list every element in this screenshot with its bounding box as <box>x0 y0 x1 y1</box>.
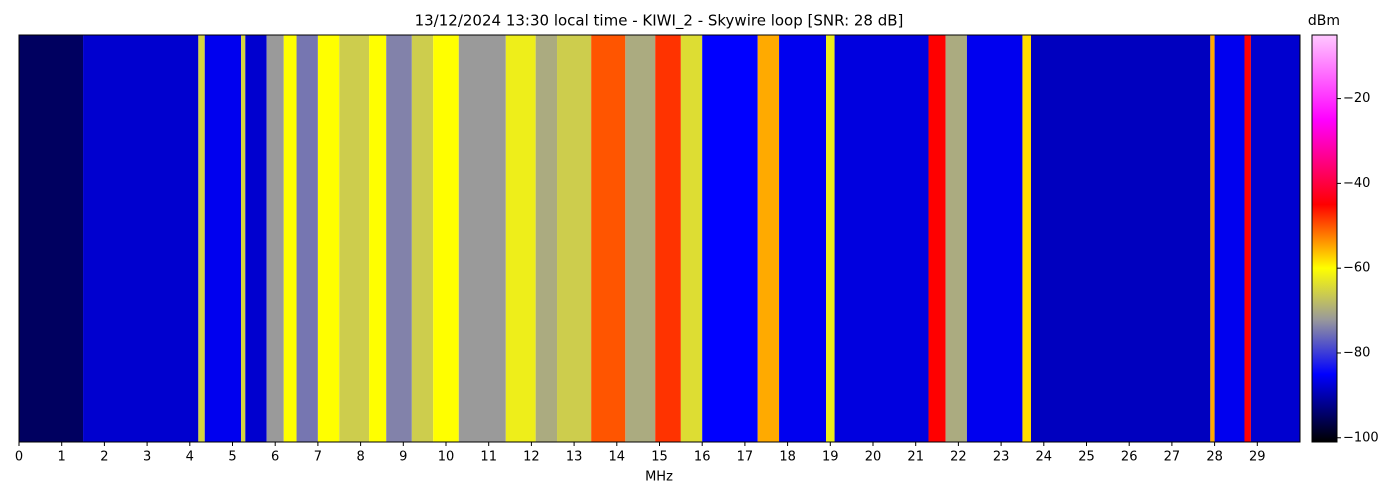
x-tick-label: 26 <box>1121 450 1138 465</box>
spectrum-band <box>1244 35 1251 442</box>
spectrum-band <box>283 35 297 442</box>
x-tick-label: 8 <box>356 450 364 465</box>
x-tick-label: 9 <box>399 450 407 465</box>
spectrum-band <box>779 35 827 442</box>
x-tick-label: 20 <box>865 450 882 465</box>
colorbar-tick-label: −40 <box>1343 176 1370 191</box>
x-tick-label: 0 <box>15 450 23 465</box>
spectrum-band <box>386 35 412 442</box>
x-tick-label: 5 <box>228 450 236 465</box>
spectrum-band <box>204 35 242 442</box>
colorbar <box>1311 34 1338 443</box>
x-tick-label: 3 <box>143 450 151 465</box>
spectrum-band <box>1022 35 1031 442</box>
x-tick-label: 16 <box>694 450 711 465</box>
spectrum-band <box>369 35 387 442</box>
spectrum-band <box>433 35 459 442</box>
x-tick-label: 1 <box>58 450 66 465</box>
x-tick-label: 18 <box>779 450 796 465</box>
spectrum-band <box>680 35 703 442</box>
x-tick-label: 4 <box>186 450 194 465</box>
spectrum-band <box>1214 35 1245 442</box>
spectrum-band <box>458 35 506 442</box>
spectrum-band <box>625 35 656 442</box>
x-tick-label: 14 <box>609 450 626 465</box>
x-tick-label: 24 <box>1036 450 1053 465</box>
spectrum-band <box>557 35 592 442</box>
spectrum-band <box>317 35 340 442</box>
spectrum-band <box>591 35 626 442</box>
x-tick-label: 13 <box>566 450 583 465</box>
spectrum-band <box>411 35 434 442</box>
x-tick-label: 10 <box>438 450 455 465</box>
spectrum-band <box>241 35 246 442</box>
spectrum-band <box>339 35 370 442</box>
spectrum-band <box>655 35 681 442</box>
spectrum-band <box>826 35 835 442</box>
x-tick-label: 11 <box>480 450 497 465</box>
spectrum-band <box>83 35 199 442</box>
x-tick-label: 29 <box>1249 450 1266 465</box>
spectrum-band <box>966 35 1023 442</box>
spectrum-band <box>535 35 558 442</box>
chart-title: 13/12/2024 13:30 local time - KIWI_2 - S… <box>415 12 904 31</box>
x-tick-label: 27 <box>1164 450 1181 465</box>
x-tick-label: 21 <box>907 450 924 465</box>
spectrum-band <box>834 35 929 442</box>
x-tick-label: 25 <box>1078 450 1095 465</box>
spectrum-band <box>1030 35 1211 442</box>
x-tick-label: 28 <box>1206 450 1223 465</box>
colorbar-tick-label: −100 <box>1343 430 1379 445</box>
x-tick-label: 19 <box>822 450 839 465</box>
x-tick-label: 7 <box>314 450 322 465</box>
x-tick-label: 2 <box>100 450 108 465</box>
spectrum-band <box>1250 35 1300 442</box>
x-tick-label: 12 <box>523 450 540 465</box>
colorbar-tick-label: −80 <box>1343 345 1370 360</box>
x-tick-label: 15 <box>651 450 668 465</box>
spectrum-band <box>266 35 284 442</box>
x-tick-label: 6 <box>271 450 279 465</box>
spectrum-band <box>1210 35 1215 442</box>
spectrum-band <box>757 35 780 442</box>
colorbar-label: dBm <box>1308 13 1340 29</box>
x-axis-label: MHz <box>645 470 673 485</box>
x-tick-label: 17 <box>737 450 754 465</box>
x-tick-label: 22 <box>950 450 967 465</box>
spectrum-band <box>198 35 205 442</box>
colorbar-tick-label: −60 <box>1343 261 1370 276</box>
spectrum-band <box>505 35 536 442</box>
spectrum-band <box>928 35 946 442</box>
spectrum-band <box>945 35 967 442</box>
spectrum-band <box>19 35 84 442</box>
spectrum-band <box>245 35 267 442</box>
x-tick-label: 23 <box>993 450 1010 465</box>
spectrum-band <box>702 35 758 442</box>
spectrum-band <box>296 35 318 442</box>
colorbar-tick-label: −20 <box>1343 91 1370 106</box>
